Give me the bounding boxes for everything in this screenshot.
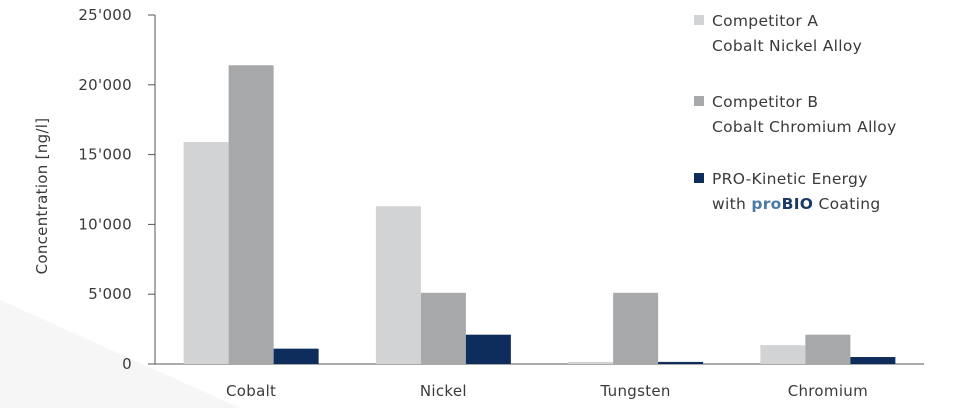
bar-nickel-series-3: [465, 334, 511, 364]
y-tick-label: 15'000: [78, 146, 132, 164]
legend-swatch-pro-kinetic: [694, 173, 704, 183]
bars-group: [183, 65, 896, 365]
y-tick-label: 20'000: [78, 76, 132, 94]
bar-tungsten-series-2: [613, 292, 659, 364]
y-tick-label: 25'000: [78, 6, 132, 24]
legend-swatch-competitor-b: [694, 96, 704, 106]
bar-tungsten-series-1: [568, 361, 614, 364]
x-category-label-chromium: Chromium: [788, 382, 868, 400]
x-category-label-cobalt: Cobalt: [226, 382, 276, 400]
legend-brand-bio: BIO: [782, 195, 814, 213]
legend: Competitor A Cobalt Nickel Alloy Competi…: [694, 12, 897, 213]
legend-line2-prefix: with: [712, 195, 751, 213]
y-tick-label: 10'000: [78, 215, 132, 233]
bar-chromium-series-2: [805, 334, 851, 364]
legend-label-pro-kinetic-line1: PRO-Kinetic Energy: [712, 170, 868, 188]
y-axis: 0 5'000 10'000 15'000 20'000 25'000: [78, 6, 156, 373]
legend-label-competitor-a-line1: Competitor A: [712, 12, 818, 30]
bar-nickel-series-2: [420, 292, 466, 364]
legend-item-competitor-a: Competitor A Cobalt Nickel Alloy: [694, 12, 862, 55]
y-tick-label: 0: [122, 355, 132, 373]
legend-item-competitor-b: Competitor B Cobalt Chromium Alloy: [694, 93, 897, 136]
bar-cobalt-series-2: [228, 65, 274, 365]
x-category-label-tungsten: Tungsten: [599, 382, 670, 400]
bar-cobalt-series-3: [273, 348, 319, 364]
legend-item-pro-kinetic: PRO-Kinetic Energy with proBIO Coating: [694, 170, 880, 213]
legend-label-competitor-b-line2: Cobalt Chromium Alloy: [712, 118, 897, 136]
legend-swatch-competitor-a: [694, 15, 704, 25]
background-shape: [0, 300, 240, 408]
legend-label-competitor-a-line2: Cobalt Nickel Alloy: [712, 37, 862, 55]
y-tick-label: 5'000: [88, 285, 132, 303]
legend-label-competitor-b-line1: Competitor B: [712, 93, 818, 111]
legend-label-pro-kinetic-line2: with proBIO Coating: [712, 195, 880, 213]
legend-brand-pro: pro: [751, 195, 781, 213]
x-category-label-nickel: Nickel: [420, 382, 467, 400]
bar-chromium-series-3: [850, 357, 896, 364]
x-axis: Cobalt Nickel Tungsten Chromium: [155, 363, 924, 400]
y-axis-label: Concentration [ng/l]: [33, 118, 51, 275]
bar-chromium-series-1: [760, 345, 806, 364]
bar-cobalt-series-1: [183, 142, 229, 364]
legend-line2-suffix: Coating: [813, 195, 880, 213]
bar-tungsten-series-3: [658, 361, 704, 364]
bar-nickel-series-1: [375, 206, 421, 364]
